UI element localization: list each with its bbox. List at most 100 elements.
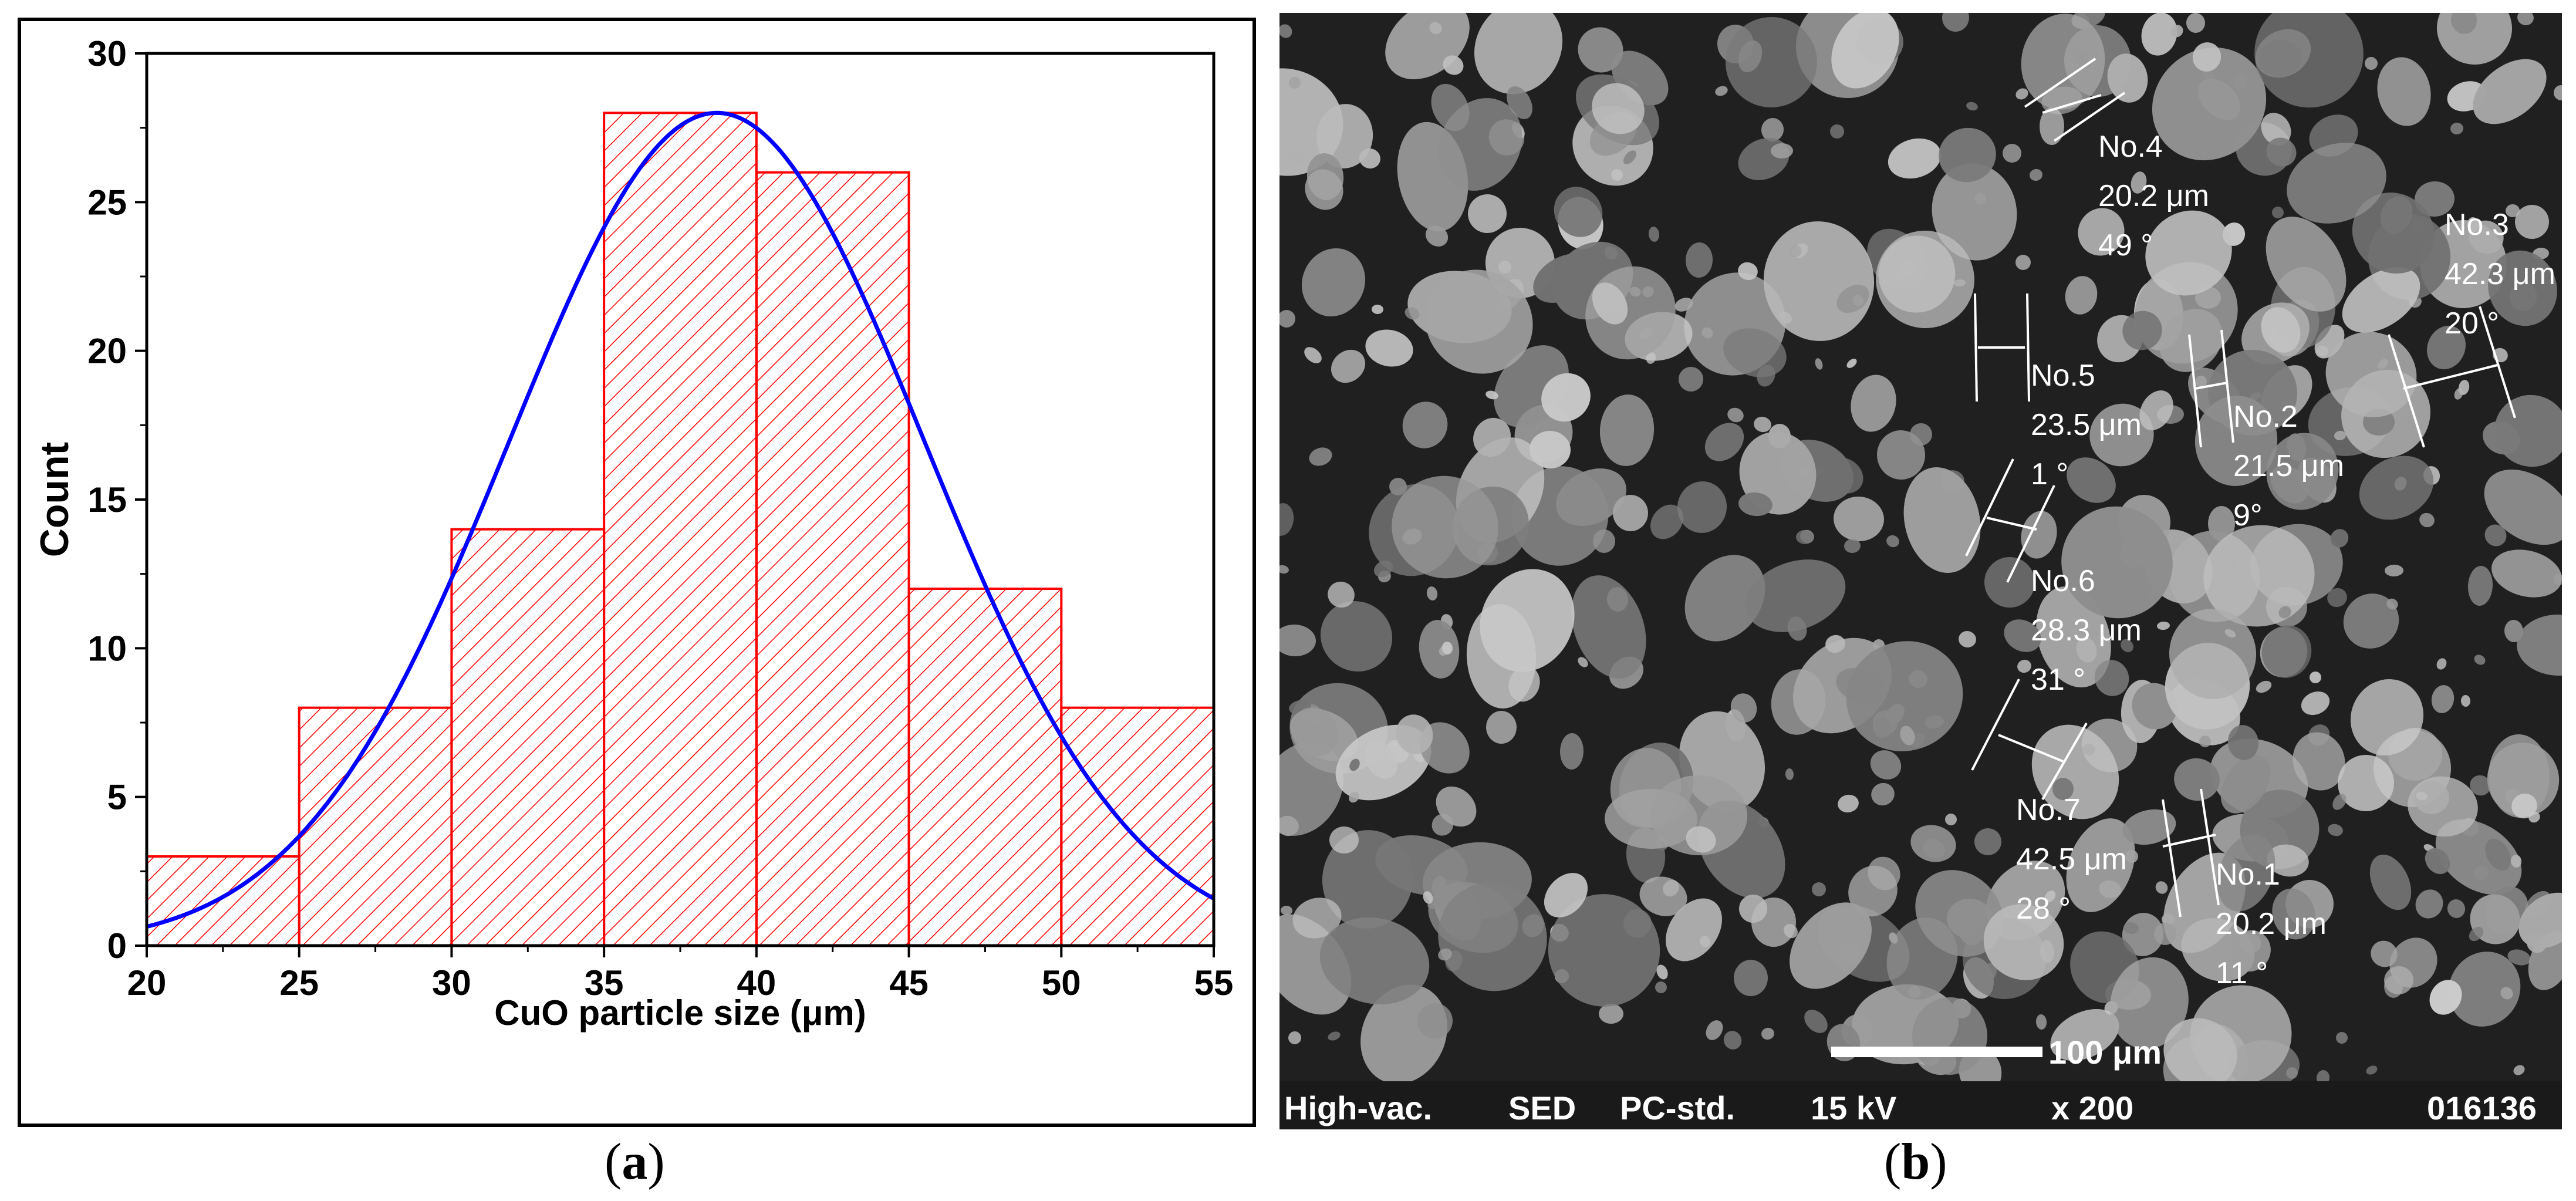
particle — [1983, 904, 2064, 980]
normal-fit-curve — [147, 110, 1214, 929]
measure-line-no4 — [2053, 92, 2126, 142]
measurement-labels: No.1 20.2 μm 11 ° No.2 21.5 μm 9° No.3 42.3 μm 2… — [2016, 130, 2555, 990]
particle — [1592, 282, 1628, 325]
particle — [1796, 529, 1814, 545]
particle — [1685, 242, 1713, 278]
particle — [1656, 964, 1668, 980]
particle — [2506, 204, 2520, 218]
particle — [1886, 917, 1958, 1000]
particle — [2107, 53, 2148, 103]
particle — [2186, 13, 2206, 33]
particle — [2359, 456, 2434, 520]
particle — [2427, 325, 2466, 370]
particle — [2163, 1018, 2237, 1088]
measure-label-no6: No.6 — [2031, 564, 2095, 598]
histogram-bar-1 — [146, 855, 301, 947]
particle — [1593, 529, 1615, 553]
x-axis-label: CuO particle size (μm) — [494, 993, 866, 1033]
measure-line-no2 — [2188, 334, 2202, 448]
x-tick-label: 50 — [1042, 963, 1081, 1003]
y-tick-label: 10 — [87, 629, 127, 668]
particle — [1738, 492, 1773, 517]
particle — [1761, 118, 1784, 141]
y-tick-label: 20 — [87, 332, 127, 371]
particle — [1365, 329, 1413, 367]
particle — [2350, 679, 2424, 756]
particle — [2369, 854, 2412, 910]
particle — [2155, 881, 2168, 894]
particle — [1309, 447, 1332, 466]
particle — [1389, 478, 1407, 496]
particle — [2377, 57, 2431, 126]
particle — [1426, 586, 1438, 600]
particle — [2436, 658, 2447, 670]
particle — [1319, 917, 1430, 1005]
particle — [2385, 564, 2403, 577]
particle — [1291, 707, 1339, 757]
particle — [1757, 365, 1775, 387]
particle — [1279, 24, 1292, 38]
particle — [1655, 981, 1667, 993]
x-tick-label: 35 — [585, 963, 624, 1003]
particle — [1425, 225, 1449, 247]
particle — [1578, 27, 1623, 73]
particle — [2157, 621, 2170, 630]
histogram-panel: 20 25 30 35 40 45 50 55 0 5 10 15 20 25 30 Count CuO p… — [18, 18, 1256, 1127]
measure-line-no3 — [2479, 306, 2516, 419]
measure-line-no7 — [1998, 734, 2064, 763]
y-tick-label: 5 — [107, 778, 127, 817]
particle — [1838, 794, 1859, 813]
particle — [2261, 113, 2291, 146]
measure-label-no5: 23.5 μm — [2031, 408, 2142, 442]
x-tick-label: 20 — [127, 963, 167, 1003]
particle — [2518, 892, 2562, 949]
particle — [2338, 755, 2395, 811]
particle — [2121, 639, 2133, 653]
particle — [2473, 59, 2547, 124]
particle — [2089, 403, 2154, 467]
particle — [2317, 345, 2328, 357]
particle — [2170, 25, 2183, 38]
particle — [2067, 457, 2116, 503]
particle — [2065, 276, 2098, 315]
measure-line-no7 — [2041, 723, 2088, 800]
particle — [1984, 557, 2035, 608]
measure-label-no3: No.3 — [2445, 208, 2509, 242]
particle — [1349, 791, 1359, 803]
particle — [1959, 630, 1976, 648]
particle — [1592, 83, 1645, 134]
particle — [1423, 891, 1433, 904]
histogram-bar-2 — [298, 706, 453, 947]
particle — [2208, 506, 2235, 541]
particle — [1831, 13, 1899, 89]
particle — [2447, 899, 2466, 918]
particle — [2044, 890, 2056, 902]
info-mode: PC-std. — [1620, 1089, 1735, 1126]
y-tick-label: 0 — [107, 926, 127, 966]
particle — [2195, 396, 2278, 486]
particle — [2287, 143, 2386, 224]
particle — [2122, 311, 2162, 350]
measure-line-no7 — [1971, 679, 2020, 771]
x-tick-label: 30 — [432, 963, 471, 1003]
particle — [2500, 987, 2513, 1000]
particle — [1289, 77, 1301, 89]
particle — [1715, 86, 1728, 96]
particle — [1701, 327, 1713, 339]
particle — [1612, 495, 1649, 531]
particle — [2162, 913, 2175, 926]
particle — [2342, 267, 2420, 333]
particle — [2039, 107, 2065, 145]
particle — [1599, 1004, 1623, 1024]
particle — [2460, 695, 2471, 707]
measure-label-no7: 28 ° — [2016, 892, 2071, 926]
particle — [2511, 793, 2537, 819]
particle — [2203, 525, 2315, 627]
info-vacuum: High-vac. — [1284, 1089, 1432, 1126]
particle — [1279, 310, 1295, 328]
particle — [2491, 549, 2562, 598]
particle — [2365, 57, 2378, 70]
y-axis-label: Count — [32, 442, 77, 557]
fit-curve-layer — [147, 110, 1214, 929]
particle — [1438, 882, 1547, 991]
